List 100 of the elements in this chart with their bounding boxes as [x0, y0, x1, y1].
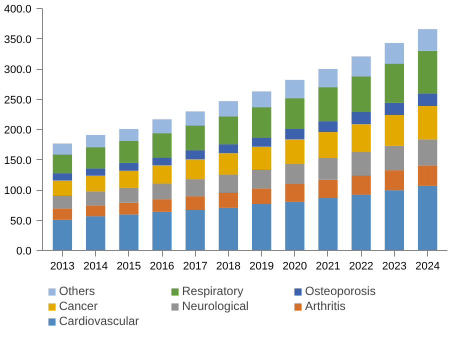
- legend-label: Cardiovascular: [59, 314, 140, 328]
- bar: [418, 50, 438, 94]
- bar: [384, 190, 404, 251]
- y-tick-label: 100.0: [4, 185, 32, 198]
- bar: [285, 139, 304, 164]
- bar: [86, 216, 106, 251]
- bar: [52, 173, 72, 180]
- bar: [352, 176, 371, 194]
- bar: [152, 157, 172, 166]
- bar: [352, 76, 371, 112]
- bar: [218, 153, 238, 174]
- x-tick-label: 2018: [216, 260, 241, 273]
- x-tick-label: 2014: [83, 260, 108, 273]
- legend-label: Neurological: [182, 299, 250, 313]
- bar: [52, 180, 72, 196]
- x-tick-label: 2017: [182, 260, 208, 273]
- bar: [418, 186, 438, 251]
- y-tick-label: 0.0: [16, 246, 32, 258]
- y-tick-label: 150.0: [4, 154, 32, 167]
- x-tick-label: 2016: [150, 260, 174, 273]
- bar: [352, 152, 371, 176]
- bar: [152, 133, 172, 158]
- y-tick-label: 350.0: [4, 34, 32, 46]
- legend-label: Arthritis: [305, 299, 347, 313]
- legend-label: Others: [59, 284, 96, 298]
- bar: [218, 208, 238, 251]
- bar: [318, 87, 338, 122]
- bar: [252, 146, 272, 170]
- bar: [318, 158, 338, 180]
- bar: [252, 137, 272, 146]
- bar: [119, 202, 138, 214]
- bar: [86, 147, 106, 168]
- bar: [252, 170, 272, 188]
- bar: [218, 101, 238, 116]
- bar: [218, 174, 238, 192]
- bar: [152, 183, 172, 200]
- bar: [119, 170, 138, 188]
- y-tick-label: 300.0: [4, 64, 32, 76]
- bar: [285, 202, 304, 251]
- x-tick-label: 2019: [249, 260, 274, 273]
- bar: [52, 143, 72, 154]
- y-tick-label: 50.0: [10, 215, 32, 228]
- y-tick-label: 200.0: [4, 124, 32, 137]
- bar: [152, 199, 172, 212]
- bar: [186, 196, 205, 210]
- bar: [352, 56, 371, 76]
- bar: [86, 176, 106, 192]
- bar: [384, 115, 404, 146]
- bar: [152, 165, 172, 184]
- bar: [318, 69, 338, 88]
- bar: [218, 116, 238, 144]
- bar: [418, 29, 438, 51]
- bar: [218, 192, 238, 208]
- bar: [318, 198, 338, 251]
- bar: [218, 144, 238, 154]
- bar: [252, 91, 272, 108]
- bar: [318, 180, 338, 198]
- bar: [418, 139, 438, 166]
- bar: [352, 194, 371, 251]
- bar: [119, 141, 138, 163]
- x-tick-label: 2022: [348, 260, 374, 273]
- bar: [86, 205, 106, 216]
- bar: [384, 43, 404, 64]
- bar: [186, 209, 205, 251]
- x-tick-label: 2021: [316, 260, 340, 273]
- bar: [285, 98, 304, 129]
- bar: [119, 162, 138, 171]
- bar: [186, 150, 205, 160]
- bar: [318, 121, 338, 132]
- bar: [186, 125, 205, 150]
- bar: [418, 165, 438, 186]
- bar: [252, 188, 272, 204]
- bar: [252, 107, 272, 138]
- bar: [285, 164, 304, 184]
- bar: [52, 208, 72, 220]
- bar: [186, 159, 205, 180]
- legend-label: Cancer: [59, 299, 99, 313]
- bar: [352, 124, 371, 152]
- bar: [285, 80, 304, 98]
- legend-label: Respiratory: [182, 284, 244, 298]
- bar: [384, 170, 404, 190]
- x-tick-label: 2024: [415, 260, 440, 273]
- x-tick-label: 2013: [50, 260, 75, 273]
- bar: [119, 188, 138, 203]
- bar: [285, 184, 304, 202]
- bar: [86, 168, 106, 176]
- y-tick-label: 400.0: [4, 4, 32, 16]
- x-tick-label: 2015: [116, 260, 142, 273]
- bar: [152, 212, 172, 251]
- bar: [285, 128, 304, 140]
- bar: [52, 196, 72, 208]
- bar: [152, 119, 172, 134]
- legend-label: Osteoporosis: [305, 284, 377, 298]
- bar: [418, 93, 438, 106]
- bar: [384, 102, 404, 116]
- bar: [119, 214, 138, 251]
- y-tick-label: 250.0: [4, 94, 32, 106]
- bar: [186, 111, 205, 126]
- bar: [252, 204, 272, 251]
- bar: [384, 146, 404, 170]
